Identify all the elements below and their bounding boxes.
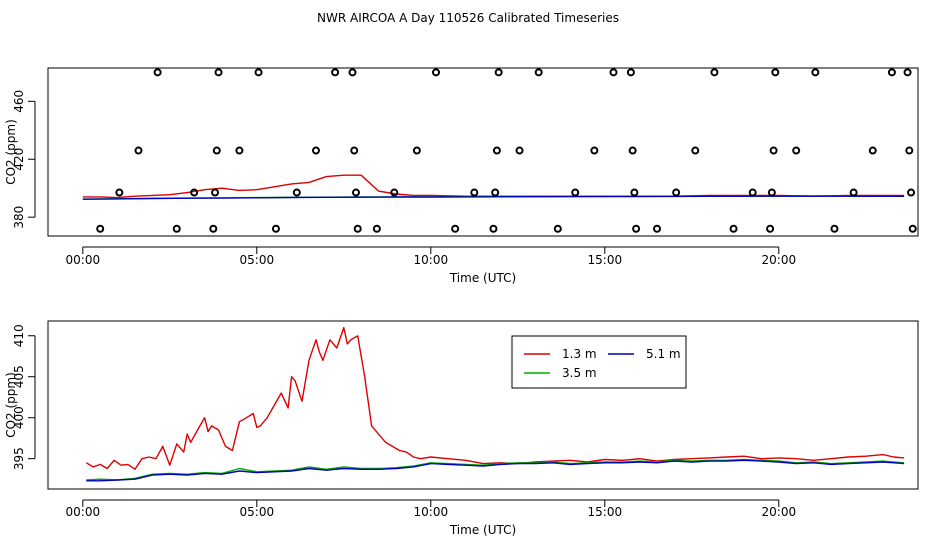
scatter-point [451, 224, 460, 233]
scatter-point [470, 188, 479, 197]
scatter-point [115, 188, 124, 197]
scatter-point [172, 224, 181, 233]
scatter-point [571, 188, 580, 197]
scatter-point [590, 146, 599, 155]
top-panel: 00:00 05:00 10:00 15:00 20:00 380 420 460 Time (… [4, 67, 919, 285]
scatter-point [271, 224, 280, 233]
scatter-point [672, 188, 681, 197]
y-tick-label: 395 [12, 447, 26, 470]
x-tick-label: 00:00 [66, 505, 101, 519]
y-tick-label: 420 [12, 148, 26, 171]
scatter-point [235, 146, 244, 155]
scatter-point [534, 68, 543, 77]
x-tick-label: 20:00 [762, 253, 797, 267]
scatter-point [908, 224, 917, 233]
scatter-point [331, 68, 340, 77]
scatter-point [626, 68, 635, 77]
y-tick-label: 380 [12, 206, 26, 229]
legend-box [511, 335, 687, 389]
x-axis-label: Time (UTC) [449, 271, 516, 285]
scatter-point [748, 188, 757, 197]
x-tick-label: 10:00 [414, 505, 449, 519]
scatter-point [348, 68, 357, 77]
scatter-point [209, 224, 218, 233]
scatter-point [214, 68, 223, 77]
scatter-point [212, 146, 221, 155]
scatter-point [766, 224, 775, 233]
scatter-point [190, 188, 199, 197]
y-axis-label: CO2 (ppm) [4, 119, 18, 185]
scatter-point [515, 146, 524, 155]
legend-label: 3.5 m [562, 366, 597, 380]
scatter-point [811, 68, 820, 77]
x-tick-label: 05:00 [240, 253, 275, 267]
scatter-point [769, 146, 778, 155]
y-tick-label: 410 [12, 324, 26, 347]
scatter-point [887, 68, 896, 77]
scatter-point [489, 224, 498, 233]
series-line-5-1-m [82, 195, 905, 200]
scatter-point [630, 188, 639, 197]
scatter-point [868, 146, 877, 155]
scatter-point [153, 68, 162, 77]
scatter-point [292, 188, 301, 197]
series-line-1-3-m [85, 326, 905, 470]
legend-label: 5.1 m [646, 347, 681, 361]
scatter-point [553, 224, 562, 233]
scatter-point [903, 68, 912, 77]
y-tick-label: 405 [12, 365, 26, 388]
scatter-point [211, 188, 220, 197]
scatter-point [907, 188, 916, 197]
scatter-point [691, 146, 700, 155]
series-line-5-1-m [86, 459, 905, 482]
x-tick-label: 00:00 [66, 253, 101, 267]
scatter-point [134, 146, 143, 155]
scatter-point [351, 188, 360, 197]
scatter-point [830, 224, 839, 233]
scatter-point [372, 224, 381, 233]
scatter-point [729, 224, 738, 233]
x-tick-label: 15:00 [588, 505, 623, 519]
chart-title: NWR AIRCOA A Day 110526 Calibrated Times… [317, 11, 619, 25]
scatter-point [432, 68, 441, 77]
scatter-point [653, 224, 661, 233]
x-tick-label: 10:00 [414, 253, 449, 267]
scatter-point [353, 224, 362, 233]
scatter-point [771, 68, 780, 77]
scatter-point [491, 188, 500, 197]
scatter-point [412, 146, 421, 155]
y-tick-label: 460 [12, 90, 26, 113]
x-tick-label: 05:00 [240, 505, 275, 519]
legend-label: 1.3 m [562, 347, 597, 361]
x-axis-label: Time (UTC) [449, 523, 516, 537]
scatter-point [609, 68, 618, 77]
scatter-point [632, 224, 641, 233]
scatter-point [494, 68, 503, 77]
x-tick-label: 15:00 [588, 253, 623, 267]
y-tick-label: 400 [12, 406, 26, 429]
scatter-point [628, 146, 637, 155]
bottom-panel: 00:00 05:00 10:00 15:00 20:00 395 400 405 410 Tim… [4, 320, 919, 537]
series-line-3-5-m [86, 458, 905, 481]
scatter-point [792, 146, 801, 155]
scatter-point [492, 146, 501, 155]
scatter-point [710, 68, 719, 77]
scatter-point [311, 146, 320, 155]
plot-frame [47, 67, 919, 237]
scatter-point [350, 146, 359, 155]
scatter-point [767, 188, 776, 197]
scatter-point [254, 68, 263, 77]
plot-frame [47, 320, 919, 490]
series-line-1-3-m [82, 174, 905, 199]
scatter-point [905, 146, 914, 155]
y-axis-label: CO2 (ppm) [4, 372, 18, 438]
scatter-point [96, 224, 105, 233]
x-tick-label: 20:00 [762, 505, 797, 519]
scatter-point [390, 188, 399, 197]
scatter-point [849, 188, 858, 197]
